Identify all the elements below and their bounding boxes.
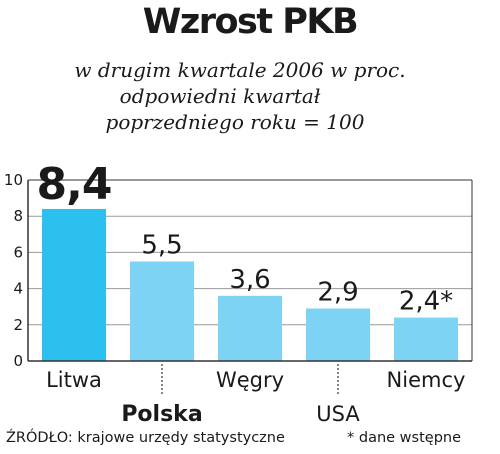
- value-label-polska: 5,5: [141, 230, 182, 260]
- y-tick-label-8: 8: [13, 207, 23, 225]
- y-tick-label-2: 2: [13, 316, 23, 334]
- category-label-litwa: Litwa: [46, 368, 102, 392]
- category-label-niemcy: Niemcy: [387, 368, 466, 392]
- category-label-polska: Polska: [121, 402, 202, 427]
- y-tick-label-0: 0: [13, 352, 23, 370]
- category-label-węgry: Węgry: [216, 368, 284, 392]
- value-label-węgry: 3,6: [229, 265, 270, 295]
- y-tick-label-10: 10: [4, 171, 23, 189]
- bar-usa: [306, 308, 370, 361]
- bar-litwa: [42, 208, 106, 361]
- category-label-usa: USA: [316, 402, 360, 426]
- bar-chart: 0 2 4 6 8 10 8,4 5,5 3,6 2,9 2,4* Litwa Polska Węgry U…: [4, 159, 473, 427]
- value-label-litwa: 8,4: [37, 159, 112, 210]
- bar-niemcy: [394, 317, 458, 361]
- value-label-niemcy: 2,4*: [399, 287, 453, 317]
- source-note: ŹRÓDŁO: krajowe urzędy statystyczne: [6, 430, 285, 446]
- value-label-usa: 2,9: [317, 278, 358, 308]
- y-tick-label-4: 4: [13, 280, 23, 298]
- chart-title: Wzrost PKB: [142, 2, 359, 42]
- bar-węgry: [218, 295, 282, 361]
- chart-subtitle-line-1: w drugim kwartale 2006 w proc.: [74, 58, 406, 82]
- bar-polska: [130, 261, 194, 361]
- footnote: * dane wstępne: [347, 430, 462, 446]
- chart-subtitle-line-3: poprzedniego roku = 100: [105, 110, 365, 134]
- y-tick-label-6: 6: [13, 243, 23, 261]
- chart-subtitle-line-2: odpowiedni kwartał: [119, 84, 321, 108]
